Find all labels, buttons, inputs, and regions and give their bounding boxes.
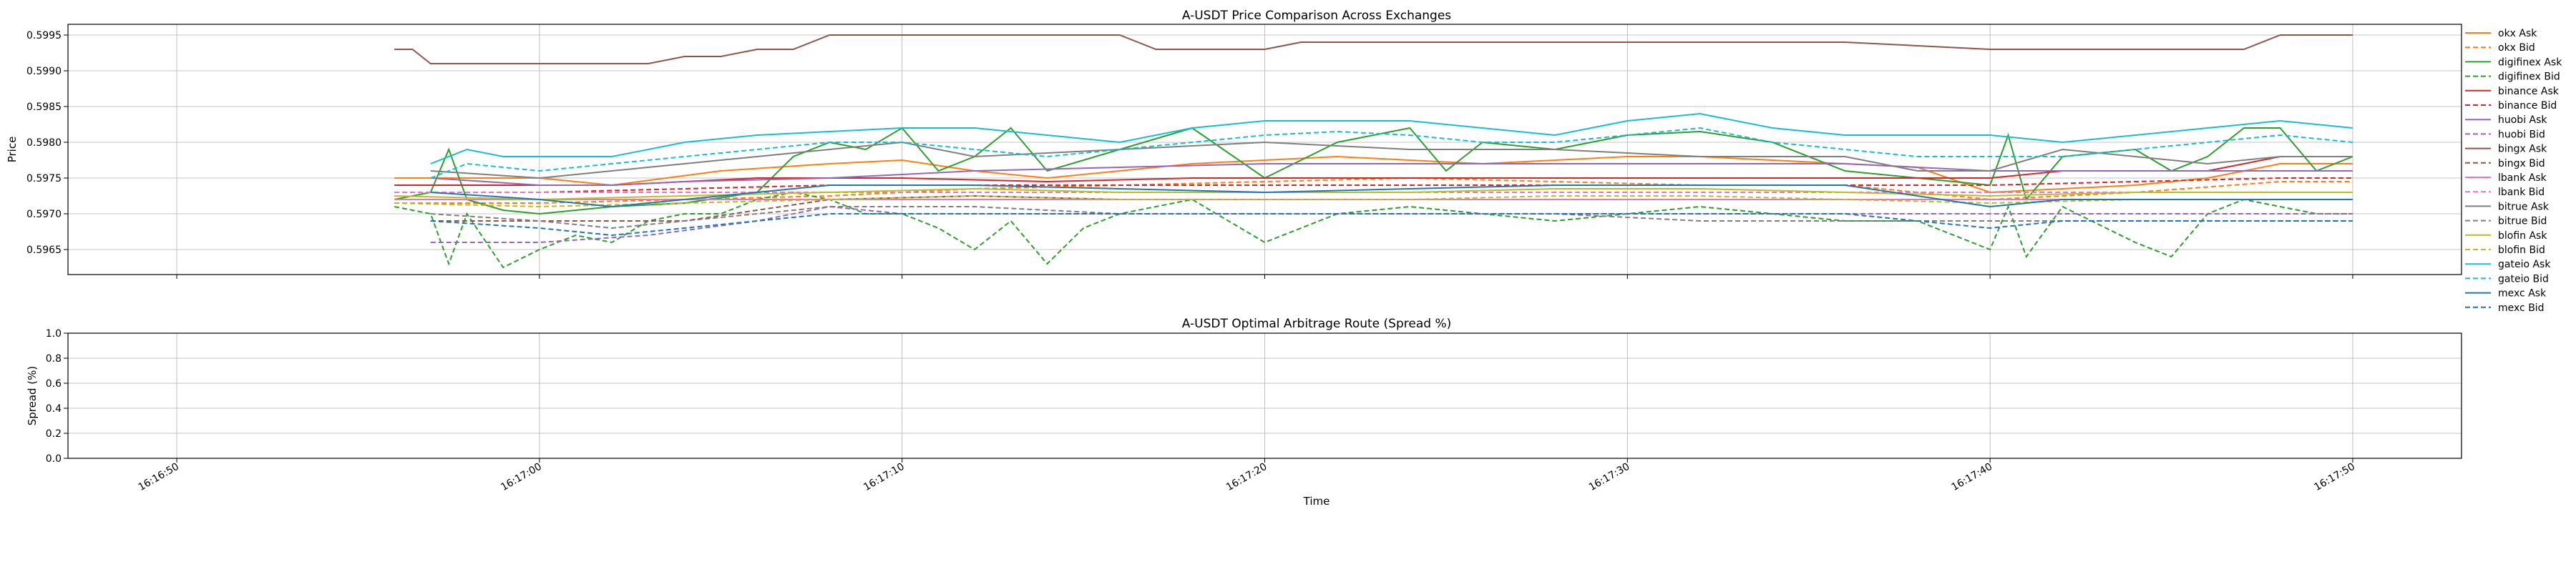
price-y-tick-label: 0.5970 [26, 209, 62, 220]
legend-label: bingx Ask [2498, 144, 2547, 155]
legend-label: bitrue Ask [2498, 201, 2550, 212]
legend-label: bingx Bid [2498, 158, 2545, 169]
legend-label: gateio Bid [2498, 273, 2549, 285]
price-chart-y-ticks: 0.5965 0.5970 0.5975 0.5980 0.5985 0.5990 0.59… [26, 30, 68, 256]
series-line-gateio-ask [430, 112, 2353, 164]
price-y-tick-label: 0.5965 [26, 245, 62, 256]
legend-label: bitrue Bid [2498, 216, 2547, 227]
legend-label: digifinex Bid [2498, 72, 2560, 83]
series-line-digifinex-ask [394, 127, 2353, 215]
price-chart-series [394, 34, 2353, 269]
spread-chart-y-label: Spread (%) [26, 366, 39, 426]
spread-y-tick-label: 0.4 [46, 403, 62, 415]
legend-label: huobi Ask [2498, 114, 2547, 126]
series-line-digifinex-bid [394, 191, 2353, 269]
spread-y-tick-label: 0.2 [46, 428, 62, 440]
legend-label: digifinex Ask [2498, 56, 2562, 68]
series-line-mexc-bid [430, 213, 2353, 237]
legend-label: lbank Bid [2498, 187, 2545, 198]
spread-y-tick-label: 0.8 [46, 353, 62, 365]
price-chart-title: A-USDT Price Comparison Across Exchanges [1182, 9, 1451, 23]
price-y-tick-label: 0.5975 [26, 173, 62, 184]
spread-chart-title: A-USDT Optimal Arbitrage Route (Spread %… [1182, 317, 1451, 331]
series-line-bitrue-ask [430, 141, 2353, 179]
legend-label: okx Ask [2498, 28, 2537, 39]
legend-label: mexc Ask [2498, 288, 2547, 300]
price-y-tick-label: 0.5985 [26, 102, 62, 113]
spread-chart-x-label: Time [1303, 495, 1330, 508]
legend-label: okx Bid [2498, 42, 2535, 54]
spread-y-tick-label: 1.0 [46, 328, 62, 340]
legend-label: lbank Ask [2498, 172, 2547, 184]
series-line-blofin-bid [394, 194, 2353, 208]
series-line-okx-ask [394, 155, 2353, 194]
spread-chart-y-ticks: 0.0 0.2 0.4 0.6 0.8 1.0 [46, 328, 68, 465]
price-y-tick-label: 0.5980 [26, 137, 62, 149]
legend-label: binance Ask [2498, 86, 2560, 97]
legend-label: gateio Ask [2498, 259, 2551, 270]
series-line-gateio-bid [430, 127, 2353, 179]
price-y-tick-label: 0.5995 [26, 30, 62, 41]
series-line-bingx-ask [394, 34, 2353, 64]
price-y-tick-label: 0.5990 [26, 66, 62, 77]
price-chart-panel: A-USDT Price Comparison Across Exchanges… [6, 9, 2562, 314]
price-chart-y-label: Price [6, 137, 19, 163]
spread-y-tick-label: 0.0 [46, 453, 62, 465]
legend-label: huobi Bid [2498, 129, 2545, 140]
legend-label: blofin Bid [2498, 245, 2545, 256]
series-line-mexc-ask [430, 184, 2353, 208]
legend: okx Ask okx Bid digifinex Ask digifinex Bid… [2465, 28, 2562, 314]
series-line-binance-bid [394, 177, 2353, 193]
spread-y-tick-label: 0.6 [46, 378, 62, 390]
legend-label: blofin Ask [2498, 230, 2547, 242]
series-line-huobi-ask [430, 163, 2353, 186]
legend-label: binance Bid [2498, 100, 2557, 112]
legend-label: mexc Bid [2498, 302, 2545, 314]
price-chart-x-ticks [176, 275, 2353, 279]
